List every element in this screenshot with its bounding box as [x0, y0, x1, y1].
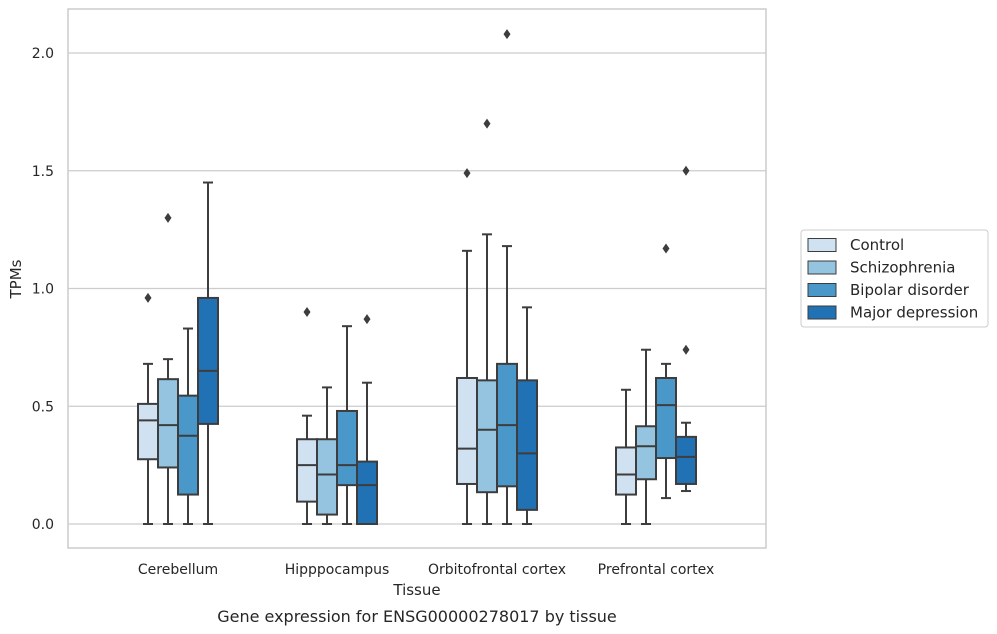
- legend-label: Control: [850, 236, 904, 254]
- box: [316, 438, 338, 516]
- outlier-point: [682, 165, 690, 176]
- outlier-point: [463, 168, 471, 179]
- x-axis-ticks: Cerebellum Hipppocampus Orbitofrontal cort…: [138, 562, 714, 578]
- y-axis-ticks: 0.0 0.5 1.0 1.5 2.0: [32, 46, 54, 533]
- x-tick-label: Prefrontal cortex: [598, 562, 715, 578]
- box: [336, 409, 358, 487]
- box: [655, 376, 677, 460]
- x-tick-label: Cerebellum: [138, 562, 218, 578]
- box: [177, 394, 199, 496]
- legend-swatch: [807, 305, 837, 320]
- series-schizophrenia: [157, 118, 657, 525]
- box: [675, 435, 697, 485]
- y-tick-label: 0.0: [32, 517, 54, 533]
- y-tick-label: 1.5: [32, 164, 54, 180]
- series-bipolar-disorder: [177, 29, 677, 525]
- outlier-point: [662, 243, 670, 254]
- box: [296, 438, 318, 503]
- plot-frame: [67, 8, 767, 549]
- outlier-point: [303, 307, 311, 318]
- x-tick-label: Orbitofrontal cortex: [428, 562, 566, 578]
- box: [197, 296, 219, 425]
- box: [157, 378, 179, 469]
- box: [476, 379, 498, 494]
- series-major-depression: [197, 165, 697, 525]
- legend-swatch: [807, 260, 837, 275]
- series-control: [137, 168, 637, 525]
- legend: Control Schizophrenia Bipolar disorder Majo…: [800, 229, 989, 328]
- x-axis-label: Tissue: [392, 581, 440, 599]
- chart-caption: Gene expression for ENSG00000278017 by t…: [217, 607, 617, 626]
- outlier-point: [144, 292, 152, 303]
- legend-label: Schizophrenia: [850, 259, 955, 277]
- legend-label: Major depression: [850, 304, 978, 322]
- box: [137, 402, 159, 461]
- legend-label: Bipolar disorder: [850, 281, 970, 299]
- box: [516, 379, 538, 511]
- legend-swatch: [807, 283, 837, 297]
- y-axis-label: TPMs: [7, 259, 25, 299]
- box: [615, 446, 637, 496]
- box: [635, 425, 657, 481]
- box: [356, 460, 378, 525]
- outlier-point: [363, 314, 371, 325]
- box-series: [137, 29, 697, 525]
- y-tick-label: 0.5: [32, 399, 54, 415]
- x-tick-label: Hipppocampus: [285, 562, 390, 578]
- box: [456, 376, 478, 485]
- y-tick-label: 2.0: [32, 46, 54, 62]
- outlier-point: [503, 29, 511, 40]
- legend-frame: [800, 229, 989, 328]
- legend-swatch: [807, 238, 837, 252]
- y-tick-label: 1.0: [32, 282, 54, 298]
- outlier-point: [682, 344, 690, 355]
- outlier-point: [164, 212, 172, 223]
- outlier-point: [483, 118, 491, 129]
